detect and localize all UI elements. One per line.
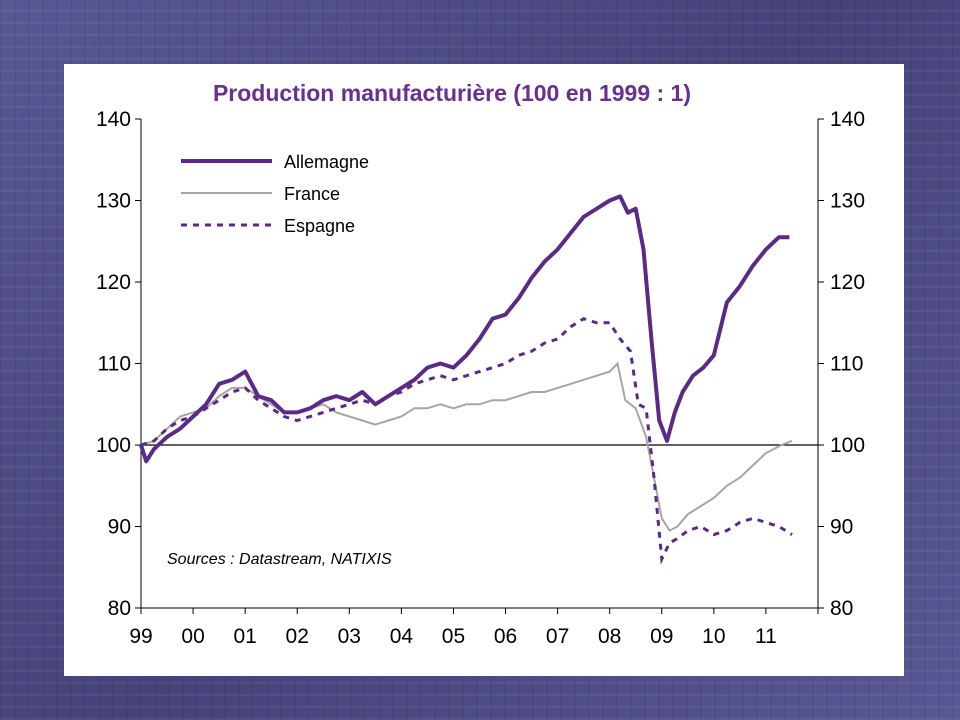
chart-canvas: Production manufacturière (100 en 1999 :…	[96, 80, 865, 648]
y-tick-label-left: 120	[96, 271, 131, 294]
x-tick-label: 01	[233, 625, 256, 648]
x-tick-label: 11	[755, 625, 777, 648]
x-tick-label: 10	[702, 625, 725, 648]
x-tick-label: 06	[494, 625, 517, 648]
legend-label-france: France	[284, 184, 340, 204]
y-tick-label-left: 100	[96, 434, 131, 457]
chart-panel: Production manufacturière (100 en 1999 :…	[64, 64, 904, 676]
x-tick-label: 05	[442, 625, 465, 648]
y-tick-label-left: 90	[108, 516, 131, 539]
y-tick-label-right: 140	[830, 108, 865, 131]
x-tick-label: 04	[390, 625, 414, 648]
x-tick-label: 00	[181, 625, 204, 648]
x-tick-label: 07	[546, 625, 569, 648]
series-line-espagne	[140, 317, 793, 565]
legend-label-allemagne: Allemagne	[284, 152, 369, 172]
x-tick-label: 03	[338, 625, 361, 648]
y-tick-label-right: 80	[830, 597, 853, 620]
y-tick-label-left: 80	[108, 597, 131, 620]
chart-title: Production manufacturière (100 en 1999 :…	[213, 80, 691, 106]
series-line-allemagne	[139, 194, 790, 464]
y-tick-label-right: 100	[830, 434, 865, 457]
x-tick-label: 99	[129, 625, 152, 648]
y-tick-label-right: 110	[830, 353, 863, 376]
legend-label-espagne: Espagne	[284, 216, 355, 236]
y-tick-label-left: 110	[98, 353, 131, 376]
y-tick-label-right: 120	[830, 271, 865, 294]
x-tick-label: 02	[286, 625, 309, 648]
legend: Allemagne France Espagne	[181, 152, 369, 236]
source-note: Sources : Datastream, NATIXIS	[167, 551, 392, 568]
y-tick-label-left: 140	[96, 108, 131, 131]
y-tick-label-left: 130	[96, 190, 131, 213]
plot-area	[139, 194, 793, 565]
y-tick-label-right: 90	[830, 516, 853, 539]
x-tick-label: 08	[598, 625, 621, 648]
y-tick-label-right: 130	[830, 190, 865, 213]
x-tick-label: 09	[650, 625, 673, 648]
